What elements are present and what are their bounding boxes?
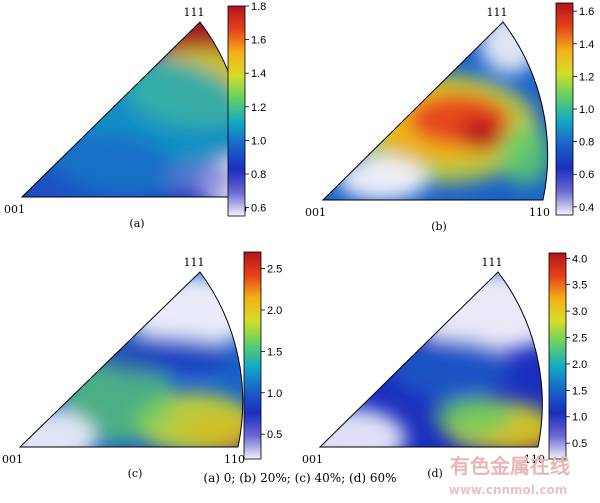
density-region-b-4 [459,118,504,151]
colorbar-tick-label: 0.8 [579,137,594,149]
colorbar-tick-label: 1.2 [579,71,594,83]
pole-label-110: 110 [524,453,545,466]
colorbar-tick-label: 1.4 [579,39,594,51]
colorbar-c: 2.5 2.0 1.5 1.0 0.5 [243,251,282,460]
density-region-b-6 [480,22,540,74]
colorbar-tick-label: 1.5 [572,385,587,397]
colorbar-tick-label: 0.8 [251,169,266,181]
colorbar-tick-label: 0.4 [579,202,594,214]
colorbar-tick-label: 3.0 [572,306,587,318]
density-region-c-4 [124,275,243,346]
colorbar-tick-label: 4.0 [572,253,587,265]
colorbar-tick-label: 1.2 [251,102,266,114]
colorbar-tick-label: 1.0 [267,388,282,400]
pole-label-111: 111 [184,256,205,269]
pole-label-001: 001 [302,453,323,466]
triangle-outline-d [318,271,543,448]
colorbar-tick-label: 0.6 [251,203,266,215]
colorbar-gradient-a [227,5,246,217]
colorbar-tick-label: 1.5 [267,346,282,358]
colorbar-tick-label: 2.5 [267,264,282,276]
colorbar-gradient-c [243,251,262,460]
panel-d: 111 001 110 (d) 4.0 3.5 3.0 2.5 2.0 1.5 1.0 0.5 [302,252,587,480]
colorbar-tick-label: 1.0 [579,104,594,116]
colorbar-tick-label: 1.6 [251,35,266,47]
colorbar-tick-label: 1.8 [251,1,266,13]
colorbar-gradient-b [555,2,574,216]
colorbar-tick-label: 1.0 [251,135,266,147]
colorbar-b: 1.6 1.4 1.2 1.0 0.8 0.6 0.4 [555,2,594,216]
colorbar-tick-label: 2.0 [267,305,282,317]
watermark-url: www.cnnmol.com [449,483,568,497]
pole-label-001: 001 [4,203,25,216]
pole-label-001: 001 [305,206,326,219]
pole-label-111: 111 [184,6,205,19]
colorbar-d: 4.0 3.5 3.0 2.5 2.0 1.5 1.0 0.5 [548,252,587,460]
colorbar-tick-label: 1.4 [251,68,266,80]
panel-label-b: (b) [431,220,447,233]
density-region-a-6 [165,161,236,197]
colorbar-tick-label: 0.5 [267,429,282,441]
density-region-d-3 [432,395,513,436]
colorbar-tick-label: 2.0 [572,359,587,371]
triangle-outline-c [18,271,244,448]
pole-label-110: 110 [224,453,245,466]
density-region-a-4 [22,130,178,197]
panel-c: 111 001 110 (c) 2.5 2.0 1.5 1.0 0.5 [2,251,282,480]
watermark-text: 有色金属在线 [450,454,570,478]
triangle-outline-b [321,21,549,201]
colorbar-tick-label: 0.5 [572,438,587,450]
colorbar-tick-label: 1.6 [579,6,594,18]
density-map-d [320,272,543,447]
density-region-b-5 [337,156,428,200]
figure-caption: (a) 0; (b) 20%; (c) 40%; (d) 60% [203,471,396,485]
pole-label-111: 111 [482,256,503,269]
panel-label-a: (a) [129,217,144,230]
pole-label-110: 110 [529,206,550,219]
colorbar-gradient-d [548,252,567,460]
density-region-b-7 [500,125,548,186]
panel-label-c: (c) [128,467,143,480]
density-region-d-6 [390,338,511,399]
colorbar-tick-label: 0.6 [579,169,594,181]
colorbar-tick-label: 1.0 [572,412,587,424]
colorbar-tick-label: 3.5 [572,280,587,292]
panel-label-d: (d) [427,467,443,480]
pole-label-001: 001 [2,453,23,466]
density-region-c-6 [91,336,232,376]
colorbar-a: 1.8 1.6 1.4 1.2 1.0 0.8 0.6 [227,1,266,217]
panel-b: 111 001 110 (b) 1.6 1.4 1.2 1.0 0.8 0.6 0.4 [305,2,594,233]
pole-label-111: 111 [487,6,508,19]
density-region-d-4 [410,272,543,351]
density-map-c [20,272,243,447]
colorbar-tick-label: 2.5 [572,333,587,345]
